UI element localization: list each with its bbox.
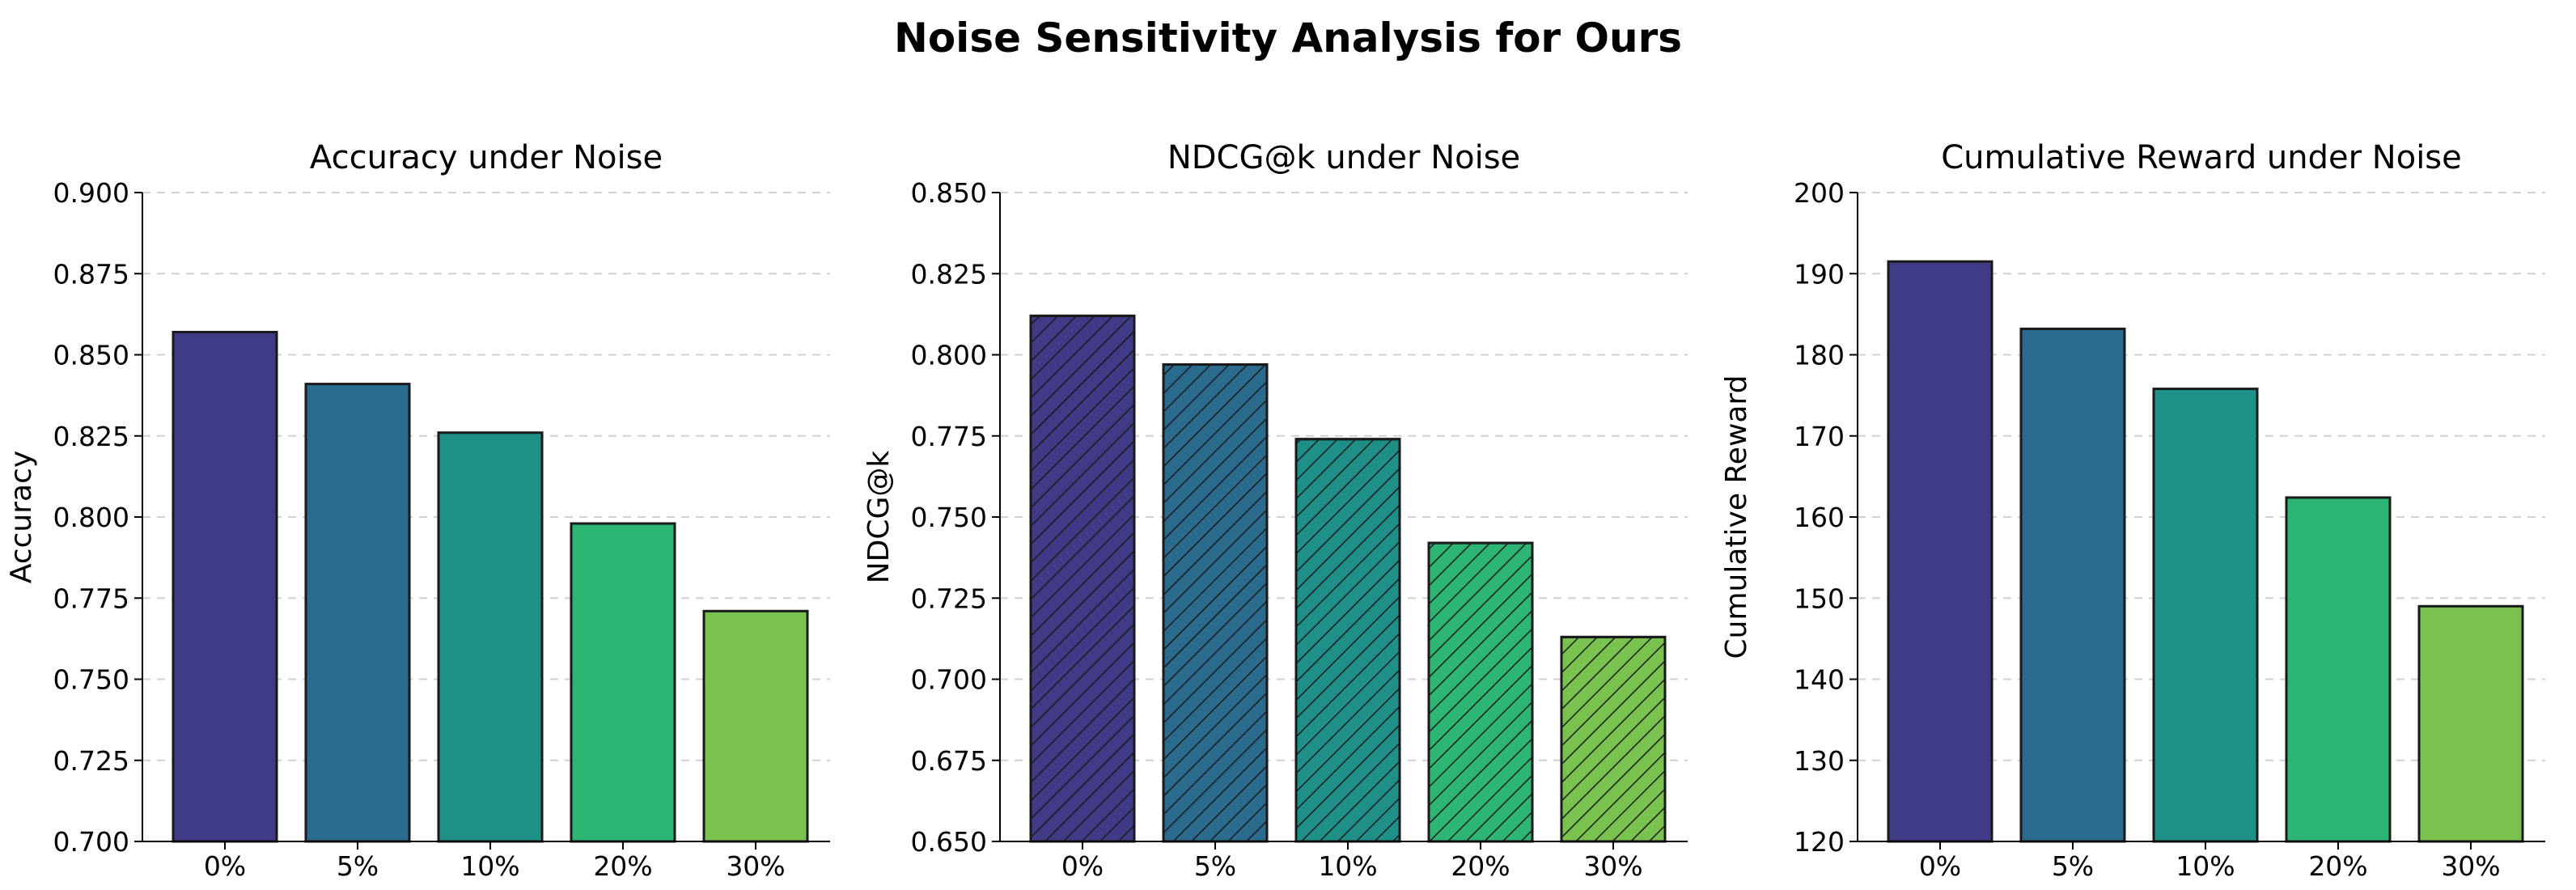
y-tick-label: 140 [1794, 664, 1845, 696]
x-tick-label: 5% [337, 850, 379, 882]
y-tick-label: 0.675 [911, 745, 987, 777]
y-tick-label: 0.900 [53, 177, 129, 209]
x-tick-label: 20% [2308, 850, 2367, 882]
y-tick-label: 0.800 [911, 340, 987, 371]
chart-title: Accuracy under Noise [310, 139, 663, 176]
bar [172, 330, 278, 843]
x-tick-label: 10% [1318, 850, 1377, 882]
chart-title: Cumulative Reward under Noise [1941, 139, 2462, 176]
y-tick-label: 190 [1794, 258, 1845, 290]
bar [2285, 496, 2392, 843]
x-tick-label: 20% [593, 850, 652, 882]
y-tick-label: 0.825 [53, 421, 129, 452]
bar [1887, 260, 1993, 843]
x-tick-label: 30% [726, 850, 785, 882]
chart-panel: Cumulative Reward under Noise 120 130 140 15… [1720, 139, 2545, 882]
y-tick-label: 0.875 [53, 258, 129, 290]
y-tick-label: 0.775 [911, 421, 987, 452]
x-tick-label: 5% [2052, 850, 2094, 882]
bar [304, 383, 411, 843]
chart-panel: NDCG@k under Noise 0.650 0.675 0.700 0.725 0.… [862, 139, 1688, 882]
panels: Accuracy under Noise 0.700 0.725 0.750 0.775… [5, 139, 2545, 882]
y-tick-label: 170 [1794, 421, 1845, 452]
y-tick-label: 180 [1794, 340, 1845, 371]
chart-title: NDCG@k under Noise [1167, 139, 1520, 176]
y-tick-label: 150 [1794, 583, 1845, 614]
y-tick-label: 0.700 [911, 664, 987, 696]
y-axis-label: Cumulative Reward [1720, 375, 1753, 659]
x-tick-label: 0% [204, 850, 246, 882]
y-tick-label: 0.800 [53, 502, 129, 533]
x-tick-label: 0% [1061, 850, 1104, 882]
x-tick-label: 10% [460, 850, 519, 882]
x-tick-label: 5% [1194, 850, 1236, 882]
y-tick-label: 0.700 [53, 826, 129, 858]
x-tick-label: 10% [2176, 850, 2235, 882]
bar [437, 431, 544, 843]
x-tick-label: 20% [1451, 850, 1510, 882]
bar [702, 609, 809, 843]
y-tick-label: 0.725 [911, 583, 987, 614]
y-axis-label: Accuracy [5, 451, 38, 583]
y-axis-label: NDCG@k [862, 451, 896, 584]
bar [2152, 388, 2259, 843]
bar-hatch [1294, 438, 1401, 843]
x-tick-label: 30% [2441, 850, 2500, 882]
bar [570, 522, 676, 843]
y-tick-label: 0.850 [53, 340, 129, 371]
y-tick-label: 200 [1794, 177, 1845, 209]
x-tick-label: 0% [1919, 850, 1961, 882]
x-tick-label: 30% [1583, 850, 1642, 882]
y-tick-label: 0.750 [53, 664, 129, 696]
y-tick-label: 0.750 [911, 502, 987, 533]
y-tick-label: 0.650 [911, 826, 987, 858]
y-tick-label: 0.850 [911, 177, 987, 209]
bar [2019, 327, 2126, 843]
bar-hatch [1560, 635, 1667, 843]
y-tick-label: 0.725 [53, 745, 129, 777]
y-tick-label: 0.775 [53, 583, 129, 614]
bar-hatch [1162, 363, 1269, 843]
y-tick-label: 120 [1794, 826, 1845, 858]
bar [2417, 604, 2524, 843]
figure-title: Noise Sensitivity Analysis for Ours [894, 15, 1682, 61]
y-tick-label: 0.825 [911, 258, 987, 290]
y-tick-label: 130 [1794, 745, 1845, 777]
bar-hatch [1029, 314, 1136, 843]
chart-panel: Accuracy under Noise 0.700 0.725 0.750 0.775… [5, 139, 830, 882]
y-tick-label: 160 [1794, 502, 1845, 533]
bar-hatch [1427, 541, 1534, 843]
